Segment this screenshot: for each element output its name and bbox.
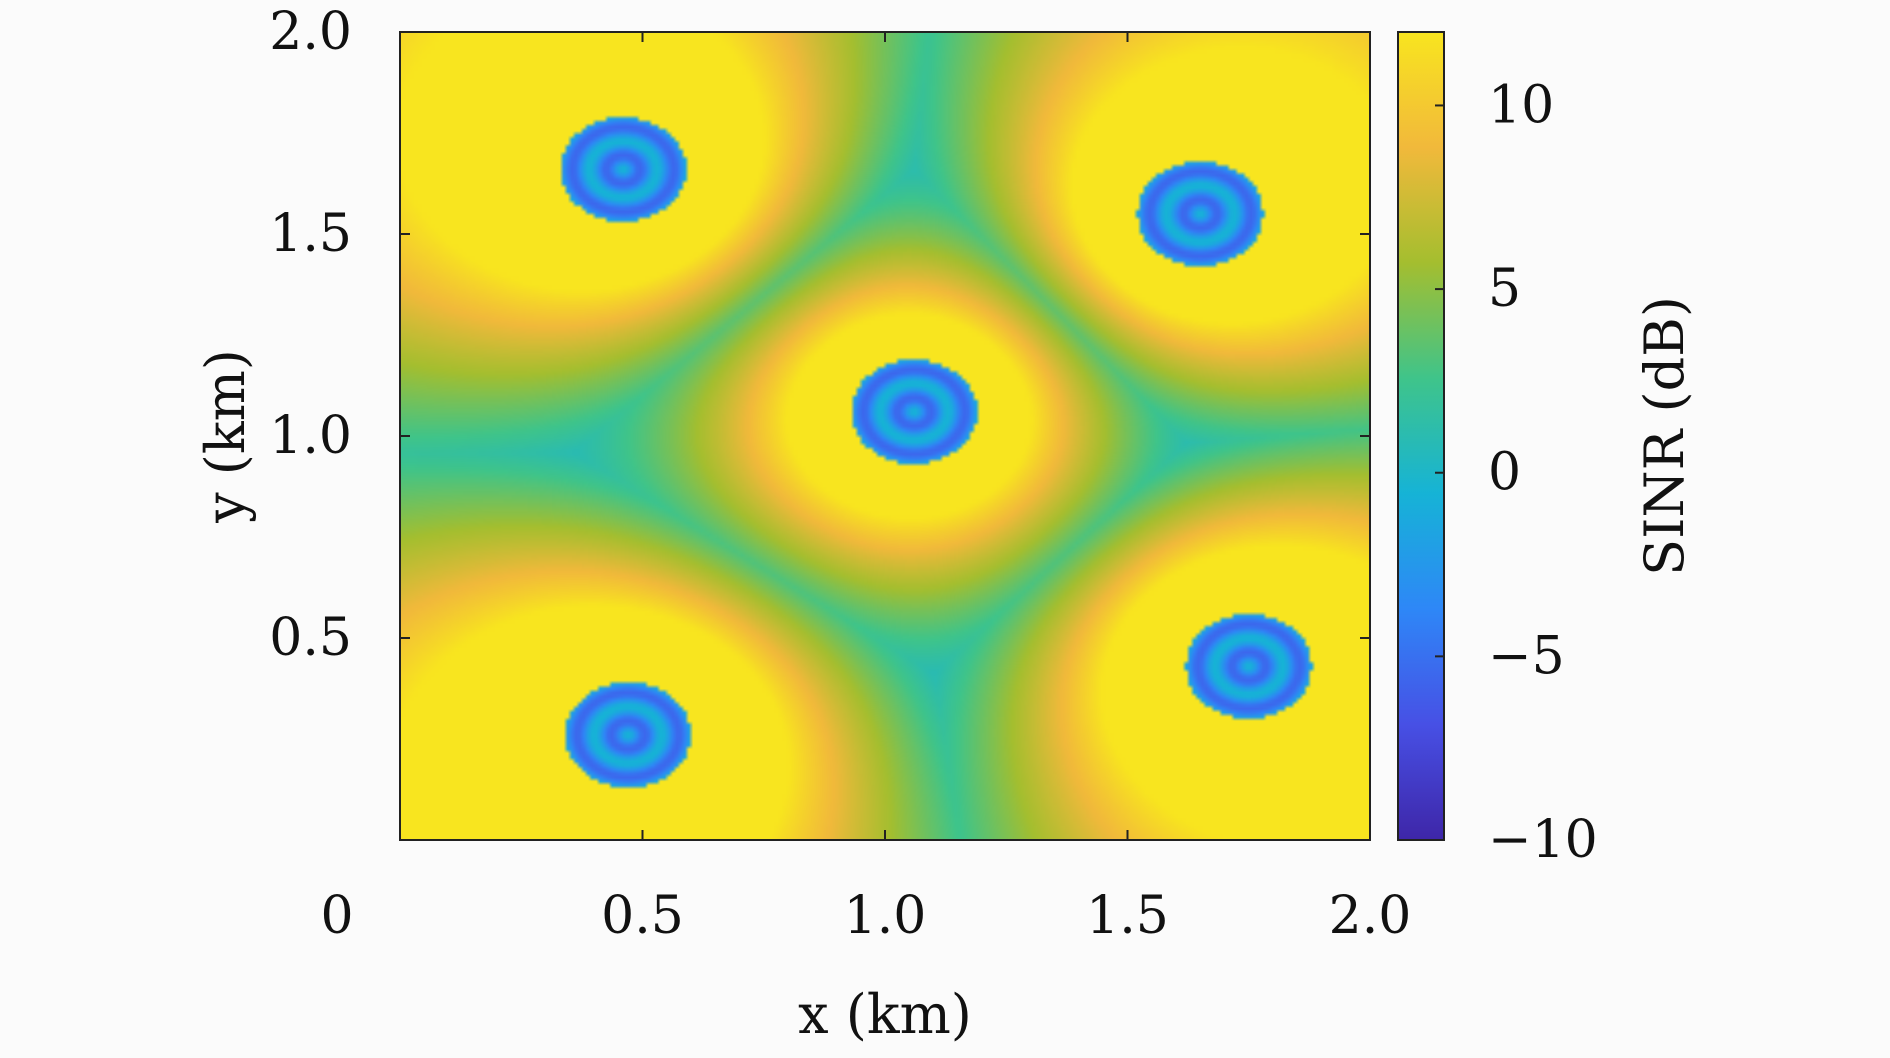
x-tick-label: 0.5 — [601, 886, 684, 946]
colorbar-title: SINR (dB) — [1633, 296, 1696, 576]
colorbar-ticks: −10 −5 0 5 10 — [1435, 75, 1598, 870]
colorbar-gradient — [1397, 31, 1445, 841]
colorbar-tick-label: 0 — [1488, 443, 1521, 503]
heatmap-plot-area — [399, 31, 1371, 841]
colorbar-tick-label: 10 — [1488, 75, 1554, 135]
colorbar: −10 −5 0 5 10 SINR (dB) — [1397, 31, 1696, 870]
x-tick-label: 1.0 — [844, 886, 927, 946]
colorbar-tick-label: −5 — [1488, 626, 1565, 686]
x-tick-label: 2.0 — [1329, 886, 1412, 946]
y-axis: 0.5 1.0 1.5 2.0 — [269, 2, 1370, 668]
y-tick-label: 1.5 — [269, 204, 352, 264]
y-tick-label: 1.0 — [269, 406, 352, 466]
heatmap-image — [400, 32, 1370, 840]
y-tick-label: 0.5 — [269, 608, 352, 668]
y-axis-title: y (km) — [194, 349, 257, 524]
colorbar-tick-label: −10 — [1488, 810, 1598, 870]
x-axis-title: x (km) — [798, 983, 972, 1046]
x-tick-label: 1.5 — [1086, 886, 1169, 946]
x-tick-label: 0 — [320, 886, 353, 946]
x-axis: 0 0.5 1.0 1.5 2.0 — [320, 32, 1411, 946]
colorbar-tick-label: 5 — [1488, 259, 1521, 319]
y-tick-label: 2.0 — [269, 2, 352, 62]
